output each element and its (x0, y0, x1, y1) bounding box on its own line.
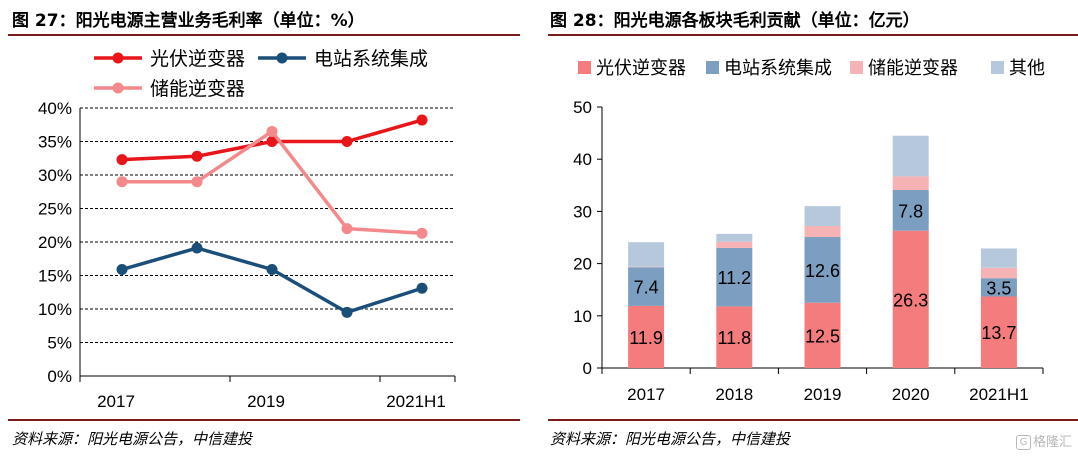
data-point (341, 223, 353, 235)
data-label: 7.8 (898, 201, 923, 221)
y-tick-label: 15% (38, 267, 72, 286)
legend-swatch (578, 61, 591, 74)
legend-swatch (706, 61, 719, 74)
legend-label: 储能逆变器 (150, 78, 245, 100)
source-rule (548, 419, 1078, 421)
bar-segment (716, 247, 753, 307)
data-point (341, 136, 353, 147)
data-point (416, 227, 428, 239)
legend-swatch (850, 61, 863, 74)
bar-segment (980, 267, 1017, 279)
source-note: 资料来源：阳光电源公告，中信建投 (12, 430, 253, 448)
y-tick-label: 0% (47, 367, 72, 386)
bar-segment (980, 296, 1017, 368)
bar-segment (804, 236, 841, 303)
x-tick-label: 2017 (627, 385, 665, 404)
data-point (116, 176, 128, 188)
y-tick-label: 5% (47, 334, 72, 353)
legend-marker (112, 52, 124, 64)
x-tick-label: 2019 (804, 385, 842, 404)
x-tick-label: 2019 (247, 392, 285, 411)
data-label: 3.5 (986, 278, 1011, 298)
x-tick-label: 2021H1 (386, 392, 446, 411)
legend-label: 其他 (1009, 58, 1045, 78)
data-point (416, 282, 428, 294)
y-tick-label: 10 (573, 307, 592, 326)
chart-title: 图 27：阳光电源主营业务毛利率（单位：%） (12, 11, 365, 31)
bar-segment (892, 176, 929, 190)
watermark: G 格隆汇 (1015, 431, 1072, 450)
data-label: 13.7 (981, 323, 1016, 343)
data-point (266, 263, 278, 275)
bar-segment (892, 189, 929, 231)
data-label: 11.9 (629, 328, 663, 348)
bar-segment (980, 248, 1017, 268)
line-chart: 0% 5% 10% 15% 20% 25% 30% 35% 40% 2017 2019 2021H1 光… (38, 48, 456, 411)
data-point (191, 176, 203, 188)
bar-segment (628, 266, 665, 268)
legend-label: 光伏逆变器 (150, 48, 245, 70)
legend-marker (112, 82, 124, 94)
bar-segment (628, 267, 665, 306)
data-point (266, 136, 278, 147)
bar-segment (892, 230, 929, 368)
bar-segment (716, 233, 753, 242)
title-rule (548, 34, 1078, 36)
data-point (116, 154, 128, 166)
watermark-logo-icon: G (1015, 435, 1031, 450)
title-rule (8, 34, 520, 36)
legend-label: 电站系统集成 (314, 48, 428, 70)
y-tick-label: 20 (573, 255, 592, 274)
data-label: 11.2 (717, 268, 751, 288)
y-tick-label: 10% (38, 300, 72, 319)
legend-label: 电站系统集成 (724, 58, 832, 78)
data-label: 11.8 (717, 328, 751, 348)
right-chart-panel: 图 28：阳光电源各板块毛利贡献（单位：亿元） 0 10 20 30 40 50 2017 2… (548, 0, 1078, 460)
y-tick-label: 50 (573, 98, 592, 117)
data-label: 12.6 (805, 261, 840, 281)
data-point (191, 150, 203, 162)
data-point (266, 125, 278, 137)
bar-segment (716, 241, 753, 248)
y-tick-label: 20% (38, 233, 72, 252)
bar-segment (892, 135, 929, 177)
x-tick-label: 2020 (892, 385, 930, 404)
stacked-bar-chart: 0 10 20 30 40 50 2017 2018 2019 2020 2021H1 11.9 7.4… (573, 58, 1045, 404)
legend-label: 储能逆变器 (868, 58, 958, 78)
y-tick-label: 40% (38, 99, 72, 118)
bar-segment (804, 206, 841, 227)
y-tick-label: 0 (583, 359, 592, 378)
legend-marker (276, 52, 288, 64)
data-label: 26.3 (893, 290, 928, 310)
y-tick-label: 35% (38, 133, 72, 152)
bar-segment (804, 226, 841, 237)
data-label: 7.4 (634, 278, 659, 298)
y-tick-label: 40 (573, 150, 592, 169)
chart-title: 图 28：阳光电源各板块毛利贡献（单位：亿元） (550, 11, 920, 31)
y-tick-label: 30 (573, 202, 592, 221)
x-tick-label: 2018 (715, 385, 753, 404)
y-tick-label: 25% (38, 200, 72, 219)
source-rule (8, 419, 520, 421)
x-tick-label: 2021H1 (969, 385, 1029, 404)
series-line (121, 246, 423, 315)
legend-swatch (991, 61, 1004, 74)
data-point (191, 242, 203, 254)
bar-segment (804, 302, 841, 368)
watermark-text: 格隆汇 (1032, 435, 1072, 450)
left-chart-panel: 图 27：阳光电源主营业务毛利率（单位：%） 0% 5% 10% 15% 20% 25% 3… (0, 0, 530, 460)
bar-segment (980, 278, 1017, 297)
data-label: 12.5 (805, 326, 840, 346)
data-point (416, 114, 428, 126)
bar-segment (628, 242, 665, 267)
bar-segment (628, 305, 665, 368)
x-tick-label: 2017 (97, 392, 135, 411)
bar-segment (716, 306, 753, 368)
y-tick-label: 30% (38, 166, 72, 185)
data-point (341, 306, 353, 318)
legend-label: 光伏逆变器 (596, 58, 686, 78)
source-note: 资料来源：阳光电源公告，中信建投 (550, 430, 791, 448)
data-point (116, 263, 128, 275)
